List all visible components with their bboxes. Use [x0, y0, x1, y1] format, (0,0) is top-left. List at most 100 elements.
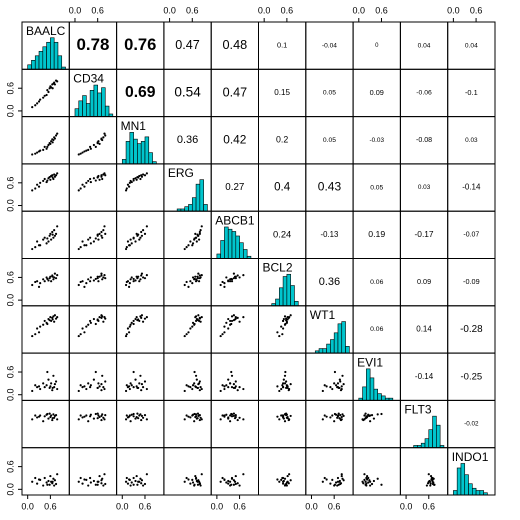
scatter-point: [221, 476, 224, 480]
scatter-point: [141, 229, 145, 232]
scatter-point: [333, 420, 336, 423]
panel-frame: [210, 258, 259, 307]
histogram-bar: [38, 50, 44, 70]
scatter-point: [54, 482, 58, 486]
scatter-point: [143, 482, 147, 486]
histogram-bar: [366, 368, 371, 401]
scatter-point: [283, 420, 287, 423]
scatter-point: [232, 412, 236, 415]
histogram-bar: [74, 108, 80, 117]
scatter-point: [284, 370, 287, 374]
scatter-point: [283, 374, 287, 377]
scatter-point: [125, 333, 128, 336]
scatter-point: [127, 331, 131, 334]
panel-frame: [116, 447, 165, 496]
scatter-point: [54, 277, 58, 280]
scatter-point: [96, 318, 99, 321]
scatter-point: [185, 246, 188, 249]
variable-label: EVI1: [357, 355, 383, 369]
scatter-point: [242, 418, 245, 421]
scatter-point: [87, 382, 90, 385]
scatter-point: [135, 385, 138, 388]
scatter-point: [288, 418, 291, 421]
x-tick-label: 0.0: [305, 501, 318, 511]
scatter-point: [100, 482, 103, 485]
scatter-point: [135, 275, 138, 278]
scatter-point: [143, 380, 147, 383]
scatter-point: [45, 481, 48, 484]
panel-frame: [116, 305, 165, 354]
scatter-point: [34, 246, 37, 249]
scatter-point: [141, 320, 145, 323]
scatter-point: [53, 175, 57, 178]
panel-frame: [21, 305, 70, 354]
scatter-point: [92, 240, 95, 243]
scatter-point: [124, 283, 128, 287]
panel-frame: [210, 305, 259, 354]
scatter-point: [100, 175, 103, 178]
scatter-point: [37, 385, 41, 388]
scatter-point: [198, 232, 201, 236]
scatter-point: [429, 474, 433, 478]
scatter-point: [333, 370, 337, 374]
scatter-point: [53, 81, 56, 84]
scatter-point: [136, 483, 139, 486]
x-tick-label: 0.6: [328, 501, 341, 511]
scatter-point: [187, 244, 190, 247]
scatter-point: [49, 385, 52, 388]
scatter-point: [36, 482, 39, 485]
correlation-label: -0.25: [461, 371, 483, 382]
scatter-point: [236, 316, 239, 320]
scatter-point: [52, 236, 55, 239]
scatter-point: [36, 416, 39, 419]
scatter-point: [126, 327, 130, 330]
scatter-point: [102, 484, 105, 487]
scatter-point: [193, 382, 196, 385]
panel-frame: [68, 447, 118, 496]
scatter-point: [47, 378, 50, 381]
scatter-point: [376, 477, 379, 480]
scatter-point: [325, 415, 328, 418]
scatter-point: [126, 183, 130, 186]
histogram-bar: [275, 298, 280, 307]
histogram-bar: [377, 393, 382, 401]
correlation-label: -0.17: [415, 229, 434, 239]
scatter-point: [46, 179, 49, 182]
scatter-point: [195, 240, 198, 243]
scatter-point: [56, 387, 59, 391]
panel-frame: [21, 116, 70, 165]
scatter-point: [229, 414, 232, 417]
scatter-point: [89, 321, 92, 324]
scatter-point: [47, 90, 50, 94]
correlation-label: -0.13: [321, 230, 339, 239]
scatter-point: [193, 483, 196, 486]
scatter-point: [46, 237, 49, 240]
scatter-point: [191, 478, 194, 481]
histogram-bar: [140, 141, 146, 165]
scatter-point: [225, 481, 228, 484]
scatter-point: [129, 484, 132, 487]
scatter-point: [89, 236, 92, 239]
scatter-point: [36, 280, 39, 283]
scatter-point: [286, 474, 289, 478]
x-tick-label: 0.0: [211, 501, 224, 511]
scatter-point: [183, 283, 186, 287]
scatter-point: [92, 378, 95, 381]
scatter-point: [132, 483, 135, 486]
scatter-point: [191, 276, 195, 279]
scatter-point: [340, 473, 343, 476]
scatter-point: [130, 384, 133, 387]
scatter-point: [329, 482, 332, 485]
scatter-point: [232, 277, 236, 280]
scatter-point: [101, 278, 104, 281]
scatter-point: [429, 484, 432, 487]
scatter-point: [140, 272, 144, 275]
scatter-point: [289, 414, 292, 418]
scatter-point: [232, 483, 236, 486]
scatter-point: [130, 481, 133, 484]
scatter-point: [81, 386, 84, 389]
scatter-point: [276, 385, 279, 388]
scatter-point: [85, 244, 88, 247]
histogram-bar: [104, 105, 110, 117]
scatter-point: [223, 385, 226, 388]
